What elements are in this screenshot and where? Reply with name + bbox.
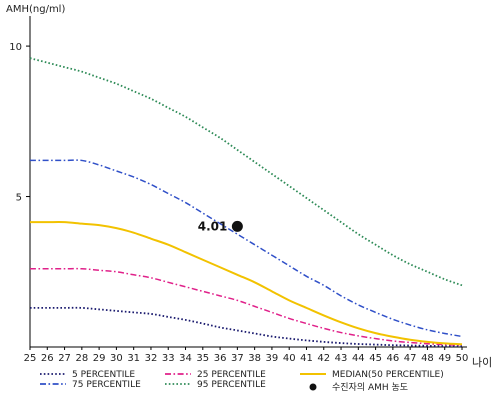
x-axis-label: 나이	[472, 356, 492, 369]
x-tick-label: 34	[179, 353, 192, 364]
legend-label: 95 PERCENTILE	[197, 380, 266, 390]
x-tick-label: 45	[369, 353, 382, 364]
legend-label: 75 PERCENTILE	[72, 380, 141, 390]
legend-swatch-point	[309, 383, 317, 391]
series-line-4	[29, 159, 463, 338]
y-tick-label: 5	[16, 193, 22, 204]
x-tick-label: 35	[196, 353, 209, 364]
series-line-5	[29, 57, 463, 287]
legend-label: 25 PERCENTILE	[197, 370, 266, 380]
x-tick-label: 47	[404, 353, 417, 364]
x-tick-label: 40	[283, 353, 296, 364]
series-line-3	[30, 221, 463, 346]
series-line-1	[30, 306, 463, 348]
x-tick-label: 26	[41, 353, 54, 364]
x-tick-label: 42	[317, 353, 330, 364]
x-tick-label: 30	[110, 353, 123, 364]
x-tick-label: 32	[145, 353, 158, 364]
x-tick-label: 31	[127, 353, 140, 364]
y-axis-label: AMH(ng/ml)	[6, 4, 65, 15]
legend-label: 5 PERCENTILE	[72, 370, 135, 380]
x-tick-label: 41	[300, 353, 313, 364]
x-tick-label: 29	[93, 353, 106, 364]
x-tick-label: 50	[456, 353, 469, 364]
x-tick-label: 33	[162, 353, 175, 364]
x-tick-label: 36	[214, 353, 227, 364]
legend-label: 수진자의 AMH 농도	[332, 382, 408, 393]
x-tick-label: 27	[58, 353, 71, 364]
x-tick-label: 37	[231, 353, 244, 364]
x-tick-label: 25	[24, 353, 37, 364]
series-line-2	[30, 267, 463, 346]
x-tick-label: 28	[75, 353, 88, 364]
x-tick-label: 49	[438, 353, 451, 364]
patient-amh-point	[231, 220, 243, 232]
x-tick-label: 48	[421, 353, 434, 364]
x-tick-label: 43	[335, 353, 348, 364]
x-tick-label: 46	[387, 353, 400, 364]
legend-label: MEDIAN(50 PERCENTILE)	[332, 370, 444, 380]
x-tick-label: 44	[352, 353, 365, 364]
patient-amh-label: 4.01	[198, 219, 228, 233]
x-tick-label: 39	[266, 353, 279, 364]
x-tick-label: 38	[248, 353, 261, 364]
y-tick-label: 10	[9, 42, 22, 53]
